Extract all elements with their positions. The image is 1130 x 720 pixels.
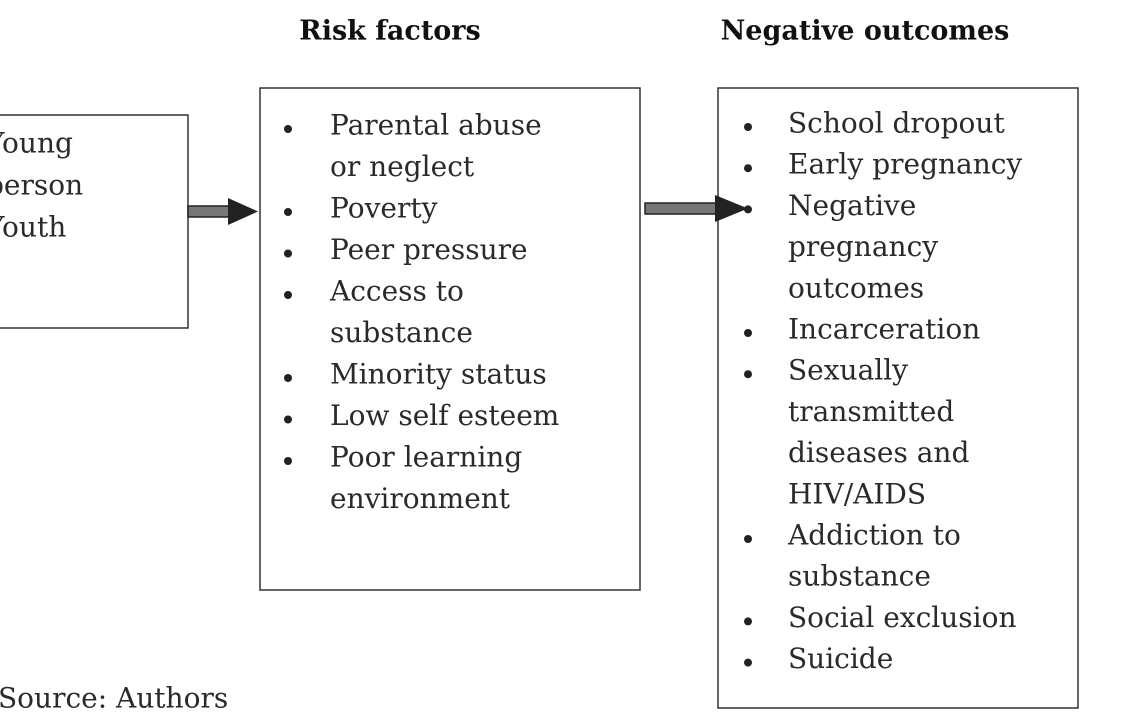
list-line: substance <box>788 560 931 593</box>
list-line: environment <box>330 482 511 515</box>
bullet <box>284 249 292 258</box>
bullet <box>744 123 752 131</box>
list-line: Social exclusion <box>788 601 1016 634</box>
bullet <box>744 617 752 626</box>
bullet <box>284 415 292 424</box>
list-line: substance <box>330 316 473 349</box>
list-line: HIV/AIDS <box>788 477 926 510</box>
list-line: diseases and <box>788 436 969 469</box>
list-line: transmitted <box>788 395 954 428</box>
risk-title: Risk factors <box>299 16 480 47</box>
list-line: or neglect <box>330 150 475 183</box>
bullet <box>744 164 752 173</box>
outcomes-title: Negative outcomes <box>721 16 1010 47</box>
list-line: Sexually <box>788 354 908 387</box>
bullet <box>744 205 752 214</box>
bullet <box>284 208 292 216</box>
source: Source: Authors <box>0 682 228 715</box>
risk-box <box>259 87 641 591</box>
list-line: Poor learning <box>330 441 522 474</box>
list-line: Peer pressure <box>330 233 528 266</box>
bullet <box>744 370 752 379</box>
outcomes-box <box>717 87 1079 709</box>
list-line: Minority status <box>330 358 547 391</box>
list-line: Early pregnancy <box>788 148 1022 181</box>
list-line: Parental abuse <box>330 109 542 142</box>
arrow <box>187 198 258 225</box>
list-line: Negative <box>788 189 916 222</box>
bullet <box>284 457 292 465</box>
bullet <box>284 125 292 133</box>
list-line: Incarceration <box>788 313 980 346</box>
list-line: outcomes <box>788 271 924 304</box>
list-line: Poverty <box>330 192 438 225</box>
left-box-line: person <box>0 169 83 202</box>
left-box-line: Young <box>0 127 73 160</box>
bullet <box>744 535 752 543</box>
bullet <box>284 291 292 299</box>
list-line: pregnancy <box>788 230 938 263</box>
bullet <box>744 658 752 667</box>
arrow <box>644 195 748 222</box>
list-line: Addiction to <box>787 519 961 552</box>
left-box <box>0 114 189 329</box>
list-line: School dropout <box>788 107 1005 140</box>
list-line: Suicide <box>788 642 893 675</box>
bullet <box>284 374 292 382</box>
list-line: Access to <box>329 275 464 308</box>
list-line: Low self esteem <box>330 399 559 432</box>
bullet <box>744 329 752 337</box>
left-box-line: Youth <box>0 211 66 244</box>
